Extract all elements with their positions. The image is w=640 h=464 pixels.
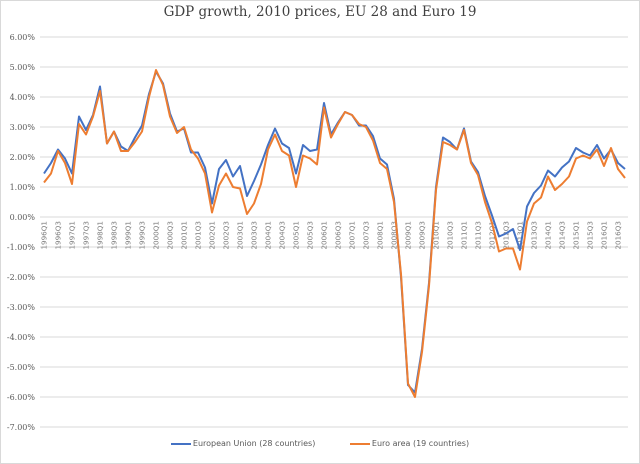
x-axis-ticks: 1996Q1 1996Q3 1997Q1 1997Q3 1998Q1 1998Q3 1999… bbox=[40, 221, 623, 250]
legend-swatch-euro-area bbox=[349, 442, 370, 445]
y-tick-label: -5.00% bbox=[7, 363, 36, 372]
y-tick-label: -7.00% bbox=[7, 423, 36, 432]
x-tick-label: 2008Q3 bbox=[390, 221, 399, 250]
x-tick-label: 2012Q3 bbox=[502, 221, 511, 250]
y-tick-label: 1.00% bbox=[10, 183, 36, 192]
x-tick-label: 2001Q1 bbox=[180, 221, 189, 250]
x-tick-label: 2016Q1 bbox=[600, 221, 609, 250]
x-tick-label: 1996Q3 bbox=[54, 221, 63, 250]
x-tick-label: 2015Q3 bbox=[586, 221, 595, 250]
x-tick-label: 2005Q1 bbox=[292, 221, 301, 250]
x-tick-label: 2011Q1 bbox=[460, 221, 469, 250]
x-tick-label: 1997Q3 bbox=[82, 221, 91, 250]
x-tick-label: 2009Q1 bbox=[404, 221, 413, 250]
x-tick-label: 2003Q3 bbox=[250, 221, 259, 250]
x-tick-label: 2007Q3 bbox=[362, 221, 371, 250]
x-tick-label: 2013Q1 bbox=[516, 221, 525, 250]
legend-label-eu: European Union (28 countries) bbox=[192, 439, 316, 448]
y-tick-label: -6.00% bbox=[7, 393, 36, 402]
x-tick-label: 2002Q3 bbox=[222, 221, 231, 250]
gridlines bbox=[40, 36, 628, 428]
legend-item-eu: European Union (28 countries) bbox=[170, 439, 316, 448]
chart-title: GDP growth, 2010 prices, EU 28 and Euro … bbox=[163, 4, 477, 20]
x-tick-label: 2012Q1 bbox=[488, 221, 497, 250]
x-tick-label: 1998Q1 bbox=[96, 221, 105, 250]
legend-item-euro-area: Euro area (19 countries) bbox=[349, 439, 470, 448]
x-tick-label: 2006Q1 bbox=[320, 221, 329, 250]
x-tick-label: 1997Q1 bbox=[68, 221, 77, 250]
y-axis-ticks: 6.00% 5.00% 4.00% 3.00% 2.00% 1.00% 0.00% -1.00… bbox=[7, 33, 36, 432]
y-tick-label: 2.00% bbox=[10, 153, 36, 162]
y-tick-label: 5.00% bbox=[10, 63, 36, 72]
x-tick-label: 2001Q3 bbox=[194, 221, 203, 250]
x-tick-label: 2006Q3 bbox=[334, 221, 343, 250]
y-tick-label: 3.00% bbox=[10, 123, 36, 132]
x-tick-label: 1996Q1 bbox=[40, 221, 49, 250]
y-tick-label: 0.00% bbox=[10, 213, 36, 222]
x-tick-label: 2002Q1 bbox=[208, 221, 217, 250]
y-tick-label: -3.00% bbox=[7, 303, 36, 312]
y-tick-label: -2.00% bbox=[7, 273, 36, 282]
x-tick-label: 2008Q1 bbox=[376, 221, 385, 250]
series-lines bbox=[43, 69, 626, 398]
x-tick-label: 2004Q1 bbox=[264, 221, 273, 250]
x-tick-label: 2003Q1 bbox=[236, 221, 245, 250]
y-tick-label: 4.00% bbox=[10, 93, 36, 102]
x-tick-label: 1999Q1 bbox=[124, 221, 133, 250]
x-tick-label: 2016Q3 bbox=[614, 221, 623, 250]
y-tick-label: -1.00% bbox=[7, 243, 36, 252]
x-tick-label: 2000Q1 bbox=[152, 221, 161, 250]
x-tick-label: 2007Q1 bbox=[348, 221, 357, 250]
x-tick-label: 2010Q3 bbox=[446, 221, 455, 250]
x-tick-label: 2013Q3 bbox=[530, 221, 539, 250]
series-line-eu bbox=[43, 70, 626, 394]
x-tick-label: 1998Q3 bbox=[110, 221, 119, 250]
x-tick-label: 2010Q1 bbox=[432, 221, 441, 250]
x-tick-label: 2015Q1 bbox=[572, 221, 581, 250]
legend-label-euro-area: Euro area (19 countries) bbox=[371, 439, 470, 448]
x-tick-label: 1999Q3 bbox=[138, 221, 147, 250]
x-tick-label: 2014Q3 bbox=[558, 221, 567, 250]
y-tick-label: -4.00% bbox=[7, 333, 36, 342]
x-tick-label: 2011Q3 bbox=[474, 221, 483, 250]
x-tick-label: 2004Q3 bbox=[278, 221, 287, 250]
legend: European Union (28 countries) Euro area … bbox=[0, 439, 640, 448]
y-tick-label: 6.00% bbox=[10, 33, 36, 42]
series-line-euro-area bbox=[43, 69, 626, 398]
x-tick-label: 2000Q3 bbox=[166, 221, 175, 250]
x-tick-label: 2009Q3 bbox=[418, 221, 427, 250]
legend-swatch-eu bbox=[170, 442, 191, 445]
x-tick-label: 2005Q3 bbox=[306, 221, 315, 250]
x-tick-label: 2014Q1 bbox=[544, 221, 553, 250]
